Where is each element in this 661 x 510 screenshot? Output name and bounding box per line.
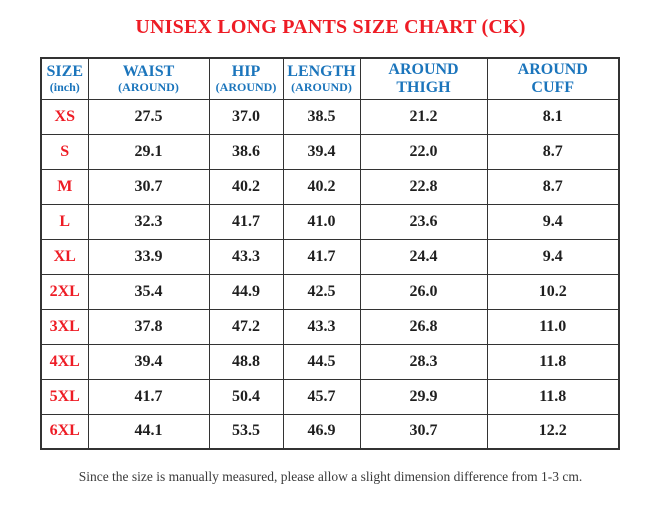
value-cell: 43.3 [282,308,361,345]
value-cell: 24.4 [359,238,488,275]
header-sublabel-hip: (AROUND) [215,79,277,94]
value-cell: 40.2 [208,168,284,205]
value-cell: 44.5 [282,343,361,380]
value-cell: 9.4 [486,203,620,240]
header-cell-waist: WAIST (AROUND) [87,57,210,100]
table-row-5xl: 5XL 41.7 50.4 45.7 29.9 11.8 [40,378,620,415]
table-row-m: M 30.7 40.2 40.2 22.8 8.7 [40,168,620,205]
size-label: L [40,203,89,240]
table-row-3xl: 3XL 37.8 47.2 43.3 26.8 11.0 [40,308,620,345]
value-cell: 32.3 [87,203,210,240]
value-cell: 35.4 [87,273,210,310]
header-cell-around-cuff: AROUND CUFF [486,57,620,100]
table-row-6xl: 6XL 44.1 53.5 46.9 30.7 12.2 [40,413,620,450]
value-cell: 23.6 [359,203,488,240]
header-cell-length: LENGTH (AROUND) [282,57,361,100]
header-label-around-cuff-2: CUFF [531,78,575,96]
value-cell: 8.1 [486,98,620,135]
size-label: 6XL [40,413,89,450]
value-cell: 8.7 [486,133,620,170]
size-label: 5XL [40,378,89,415]
value-cell: 39.4 [87,343,210,380]
page-title: UNISEX LONG PANTS SIZE CHART (CK) [135,16,526,38]
value-cell: 41.7 [87,378,210,415]
value-cell: 43.3 [208,238,284,275]
header-cell-hip: HIP (AROUND) [208,57,284,100]
size-label: 3XL [40,308,89,345]
header-cell-size: SIZE (inch) [40,57,89,100]
value-cell: 22.8 [359,168,488,205]
value-cell: 8.7 [486,168,620,205]
table-row-s: S 29.1 38.6 39.4 22.0 8.7 [40,133,620,170]
value-cell: 37.8 [87,308,210,345]
value-cell: 26.8 [359,308,488,345]
header-row: SIZE (inch) WAIST (AROUND) HIP (AROUND) … [40,57,620,100]
value-cell: 11.0 [486,308,620,345]
value-cell: 22.0 [359,133,488,170]
value-cell: 44.1 [87,413,210,450]
header-sublabel-waist: (AROUND) [118,79,179,94]
footer-note: Since the size is manually measured, ple… [78,469,583,484]
header-label-waist: WAIST [122,63,175,81]
size-label: XL [40,238,89,275]
size-label: 4XL [40,343,89,380]
header-label-around-thigh-2: THIGH [396,78,451,96]
value-cell: 26.0 [359,273,488,310]
value-cell: 37.0 [208,98,284,135]
value-cell: 12.2 [486,413,620,450]
value-cell: 41.0 [282,203,361,240]
header-label-around-cuff-1: AROUND [517,60,588,78]
size-label: 2XL [40,273,89,310]
header-cell-around-thigh: AROUND THIGH [359,57,488,100]
value-cell: 42.5 [282,273,361,310]
value-cell: 47.2 [208,308,284,345]
value-cell: 11.8 [486,378,620,415]
header-label-size: SIZE [46,63,83,81]
value-cell: 41.7 [208,203,284,240]
value-cell: 29.1 [87,133,210,170]
value-cell: 30.7 [87,168,210,205]
header-sublabel-size: (inch) [49,79,80,94]
table-row-4xl: 4XL 39.4 48.8 44.5 28.3 11.8 [40,343,620,380]
value-cell: 46.9 [282,413,361,450]
size-label: XS [40,98,89,135]
value-cell: 50.4 [208,378,284,415]
size-chart-table: SIZE (inch) WAIST (AROUND) HIP (AROUND) … [40,57,620,450]
header-label-length: LENGTH [287,63,356,81]
value-cell: 28.3 [359,343,488,380]
value-cell: 39.4 [282,133,361,170]
size-label: S [40,133,89,170]
header-label-hip: HIP [231,63,261,81]
value-cell: 10.2 [486,273,620,310]
table-row-xs: XS 27.5 37.0 38.5 21.2 8.1 [40,98,620,135]
header-label-around-thigh-1: AROUND [388,60,459,78]
value-cell: 38.5 [282,98,361,135]
value-cell: 9.4 [486,238,620,275]
value-cell: 11.8 [486,343,620,380]
value-cell: 29.9 [359,378,488,415]
value-cell: 38.6 [208,133,284,170]
header-sublabel-length: (AROUND) [291,79,352,94]
value-cell: 45.7 [282,378,361,415]
value-cell: 48.8 [208,343,284,380]
table-row-l: L 32.3 41.7 41.0 23.6 9.4 [40,203,620,240]
value-cell: 21.2 [359,98,488,135]
table-row-xl: XL 33.9 43.3 41.7 24.4 9.4 [40,238,620,275]
value-cell: 44.9 [208,273,284,310]
size-label: M [40,168,89,205]
value-cell: 40.2 [282,168,361,205]
table-row-2xl: 2XL 35.4 44.9 42.5 26.0 10.2 [40,273,620,310]
value-cell: 30.7 [359,413,488,450]
value-cell: 27.5 [87,98,210,135]
value-cell: 53.5 [208,413,284,450]
value-cell: 41.7 [282,238,361,275]
value-cell: 33.9 [87,238,210,275]
